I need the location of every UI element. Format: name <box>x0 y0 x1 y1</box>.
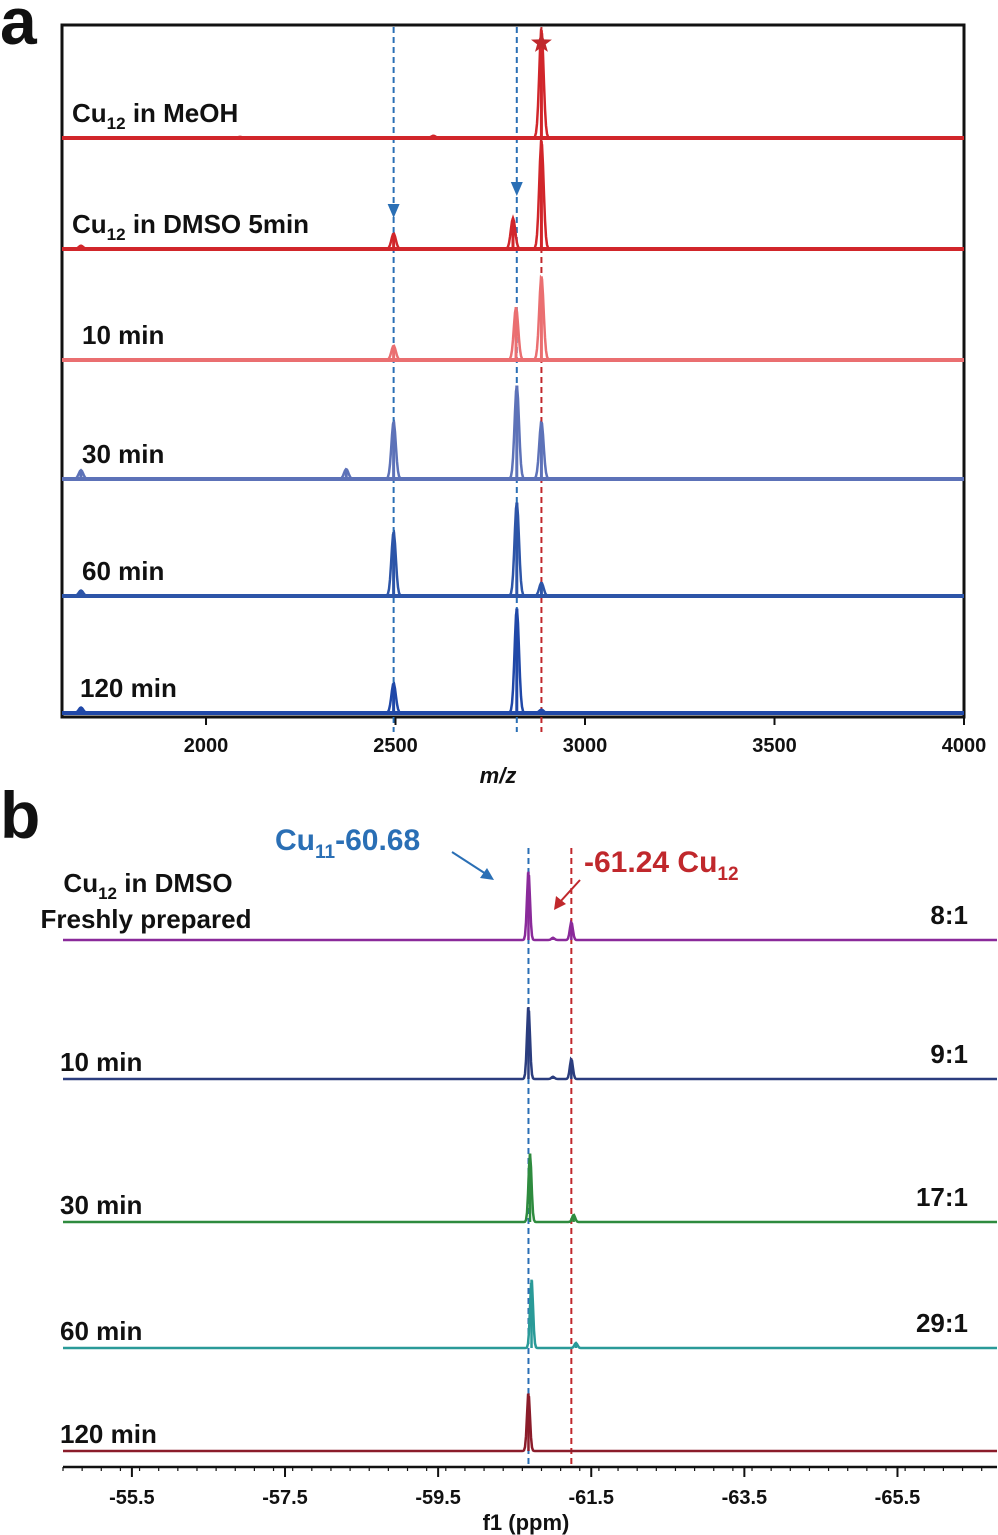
spectrum-a-4 <box>64 502 962 598</box>
spectrum-a-2 <box>64 274 962 362</box>
tick-label-a-0: 2000 <box>184 735 229 757</box>
panel-b-x-axis: -55.5 -57.5 -59.5 -61.5 -63.5 -65.5 <box>62 1465 997 1509</box>
tick-label-b-1: -57.5 <box>262 1487 308 1509</box>
ratio-label-0: 8:1 <box>930 900 968 930</box>
cu11-annotation: Cu11-60.68 <box>275 824 420 863</box>
cu12-annotation: -61.24 Cu12 <box>584 846 739 885</box>
series-label-a-1: Cu12 in DMSO 5min <box>72 209 309 244</box>
spectrum-b-3 <box>63 1280 997 1350</box>
spectrum-a-3 <box>64 385 962 481</box>
series-label-b-1: 10 min <box>60 1047 142 1077</box>
ratio-label-2: 17:1 <box>916 1182 968 1212</box>
panel-a-plot: Cu12 in MeOH Cu12 in DMSO 5min 10 min 30 mi… <box>62 27 964 732</box>
tick-label-b-2: -59.5 <box>415 1487 461 1509</box>
series-label-a-2: 10 min <box>82 320 164 350</box>
series-label-b-0-line2: Freshly prepared <box>41 904 252 934</box>
tick-label-b-4: -63.5 <box>722 1487 768 1509</box>
panel-a-x-label: m/z <box>480 763 517 788</box>
panel-a-frame <box>60 23 966 719</box>
panel-letter-a: a <box>0 0 38 58</box>
ratio-label-1: 9:1 <box>930 1039 968 1069</box>
cu11-arrow-head <box>480 868 494 880</box>
star-marker <box>531 32 552 52</box>
ratio-label-3: 29:1 <box>916 1308 968 1338</box>
tick-label-a-2: 3000 <box>563 735 608 757</box>
series-label-b-3: 60 min <box>60 1316 142 1346</box>
series-label-a-5: 120 min <box>80 673 177 703</box>
cu11-arrow-line <box>451 851 487 875</box>
spectrum-b-0 <box>63 872 997 942</box>
cu12-arrow-head <box>554 896 566 910</box>
series-label-b-4: 120 min <box>60 1419 157 1449</box>
spectrum-a-5 <box>64 608 962 715</box>
cu12-arrow-line <box>559 879 581 903</box>
series-label-a-3: 30 min <box>82 439 164 469</box>
tick-label-b-0: -55.5 <box>109 1487 155 1509</box>
series-label-b-2: 30 min <box>60 1190 142 1220</box>
tick-label-a-3: 3500 <box>752 735 797 757</box>
panel-letter-b: b <box>0 778 40 852</box>
panel-a-x-axis: 2000 2500 3000 3500 4000 <box>184 717 986 757</box>
panel-b-x-label: f1 (ppm) <box>483 1510 570 1535</box>
spectrum-b-4 <box>63 1393 997 1453</box>
tick-label-a-1: 2500 <box>373 735 418 757</box>
tick-label-a-4: 4000 <box>942 735 987 757</box>
series-label-a-0: Cu12 in MeOH <box>72 98 238 133</box>
spectrum-a-0 <box>64 28 962 140</box>
series-label-a-4: 60 min <box>82 556 164 586</box>
blue-arrow-0 <box>387 204 400 218</box>
spectrum-b-1 <box>63 1007 997 1081</box>
series-label-b-0-line1: Cu12 in DMSO <box>63 868 232 903</box>
tick-label-b-3: -61.5 <box>568 1487 614 1509</box>
blue-arrow-1 <box>510 182 523 196</box>
tick-label-b-5: -65.5 <box>875 1487 921 1509</box>
